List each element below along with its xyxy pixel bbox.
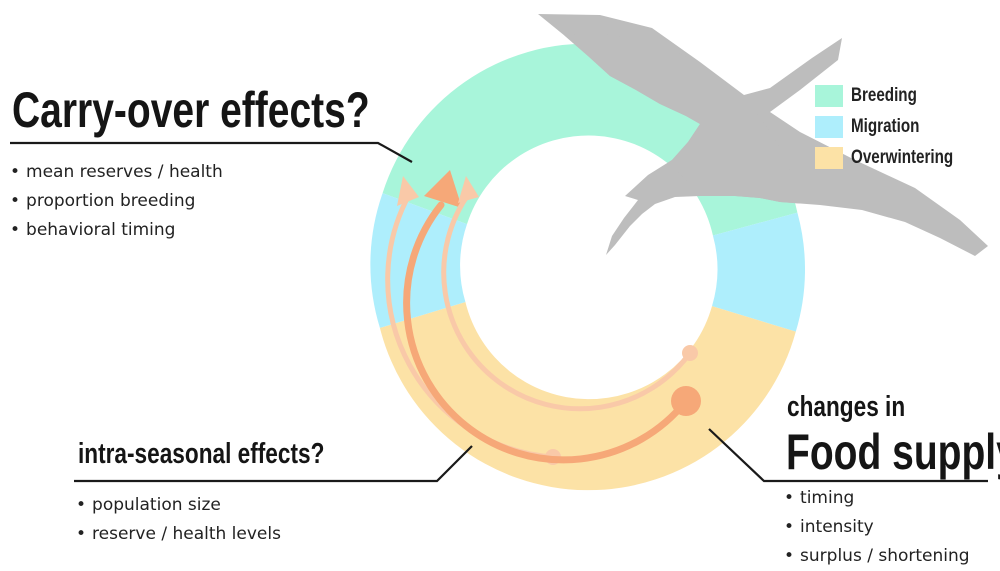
list-item: population size [76, 491, 281, 520]
intra-seasonal-callout-line [74, 445, 473, 483]
legend-item-migration: Migration [815, 111, 979, 142]
season-legend: Breeding Migration Overwintering [815, 80, 979, 173]
list-item: timing [784, 484, 970, 513]
food-supply-bullet-list: timing intensity surplus / shortening [784, 484, 970, 571]
ring-segment-overwintering [379, 302, 796, 491]
legend-swatch-breeding [815, 84, 843, 107]
list-item: surplus / shortening [784, 542, 970, 571]
intra-seasonal-heading: intra-seasonal effects? [78, 438, 325, 470]
seasonal-cycle-arrows [385, 170, 701, 465]
legend-swatch-migration [815, 115, 843, 138]
food-supply-heading-small: changes in [787, 391, 906, 423]
intra-seasonal-bullet-list: population size reserve / health levels [76, 491, 281, 549]
main-arrow-head [424, 170, 462, 208]
list-item: proportion breeding [10, 187, 223, 216]
legend-label-breeding: Breeding [851, 84, 917, 106]
list-item: behavioral timing [10, 216, 223, 245]
list-item: reserve / health levels [76, 520, 281, 549]
food-supply-heading-large: Food supply [786, 424, 1000, 480]
legend-item-breeding: Breeding [815, 80, 979, 111]
carry-over-bullet-list: mean reserves / health proportion breedi… [10, 158, 223, 245]
list-item: intensity [784, 513, 970, 542]
light-arrow-inner-dot [682, 345, 698, 361]
light-arrow-inner [441, 189, 693, 412]
main-arrow-dot [671, 386, 701, 416]
light-arrow-inner-head [458, 176, 479, 203]
crane-silhouette-icon [538, 14, 988, 256]
legend-item-overwintering: Overwintering [815, 142, 979, 173]
carry-over-heading: Carry-over effects? [12, 82, 370, 138]
carry-over-callout-line [10, 141, 413, 163]
light-arrow-outer-head [397, 176, 419, 206]
list-item: mean reserves / health [10, 158, 223, 187]
food-supply-callout-line [708, 428, 988, 483]
legend-label-migration: Migration [851, 115, 920, 137]
legend-label-overwintering: Overwintering [851, 146, 954, 168]
legend-swatch-overwintering [815, 146, 843, 169]
main-arrow [403, 201, 690, 464]
ring-segment-migration-east [712, 212, 806, 332]
